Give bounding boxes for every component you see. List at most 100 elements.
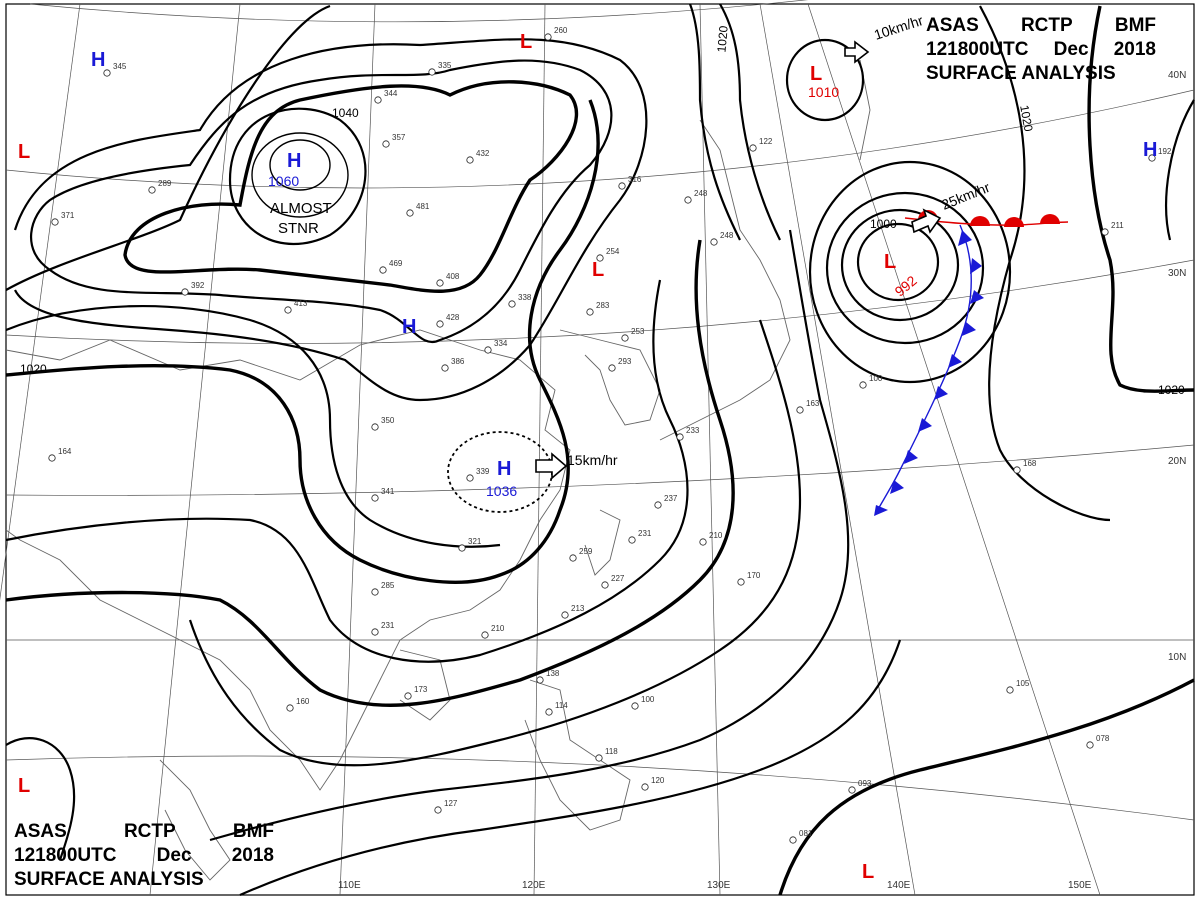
station-circle bbox=[1006, 686, 1014, 694]
station-circle bbox=[404, 692, 412, 700]
header-station: RCTP bbox=[1020, 15, 1073, 36]
station-pressure-value: 334 bbox=[494, 339, 508, 348]
station-pressure-value: 164 bbox=[58, 447, 72, 456]
station-circle bbox=[1101, 228, 1109, 236]
station-circle bbox=[596, 254, 604, 262]
station-pressure-value: 120 bbox=[651, 776, 665, 785]
header-year: 2018 bbox=[231, 845, 274, 866]
low-center-symbol: L bbox=[810, 63, 822, 85]
station-pressure-value: 285 bbox=[381, 581, 395, 590]
header-center: BMF bbox=[232, 821, 274, 842]
station-pressure-value: 210 bbox=[491, 624, 505, 633]
isobar-label-1020: 1020 bbox=[1017, 104, 1035, 133]
station-circle bbox=[628, 536, 636, 544]
isobar-labels: 1040 1020 1020 1020 1000 1020 bbox=[20, 25, 1185, 397]
station-pressure-value: 100 bbox=[641, 695, 655, 704]
header-region: ASAS bbox=[926, 15, 979, 36]
arrow-992 bbox=[911, 208, 942, 234]
station-pressure-value: 392 bbox=[191, 281, 205, 290]
station-pressure-value: 122 bbox=[759, 137, 773, 146]
station-circle bbox=[466, 156, 474, 164]
isobar-label-1020: 1020 bbox=[1158, 383, 1185, 397]
header-station: RCTP bbox=[123, 821, 176, 842]
station-circle bbox=[749, 144, 757, 152]
header-month: Dec bbox=[156, 845, 192, 866]
longitude-tick-labels: 110E 120E 130E 140E 150E bbox=[338, 880, 1092, 891]
stationary-label-line1: ALMOST bbox=[270, 200, 332, 217]
isobar-label-1020: 1020 bbox=[714, 25, 730, 53]
arrow-1036 bbox=[535, 452, 568, 480]
header-month: Dec bbox=[1053, 39, 1089, 60]
isobars bbox=[5, 3, 1195, 897]
station-pressure-value: 231 bbox=[638, 529, 652, 538]
header-line-2: 121800UTC Dec 2018 bbox=[14, 844, 274, 868]
isobar-label-1000: 1000 bbox=[870, 217, 897, 231]
meridians bbox=[0, 3, 1101, 896]
station-pressure-value: 114 bbox=[555, 701, 568, 710]
high-center-symbol: H bbox=[402, 316, 416, 338]
isobar-label-1040: 1040 bbox=[332, 106, 359, 120]
lat-label: 30N bbox=[1168, 268, 1186, 279]
station-pressure-value: 100 bbox=[869, 374, 883, 383]
station-circle bbox=[481, 631, 489, 639]
station-pressure-value: 413 bbox=[294, 299, 308, 308]
low-center-symbol: L bbox=[18, 775, 30, 797]
station-pressure-value: 253 bbox=[631, 327, 645, 336]
latitude-tick-labels: 40N 30N 20N 10N bbox=[1168, 70, 1186, 663]
header-region: ASAS bbox=[14, 821, 67, 842]
station-pressure-value: 213 bbox=[571, 604, 585, 613]
station-circle bbox=[601, 581, 609, 589]
header-year: 2018 bbox=[1113, 39, 1156, 60]
lon-label: 130E bbox=[707, 880, 731, 891]
station-pressure-value: 160 bbox=[296, 697, 310, 706]
high-center-value: 1060 bbox=[268, 173, 299, 189]
header-bottom-left: ASAS RCTP BMF 121800UTC Dec 2018 SURFACE… bbox=[14, 820, 274, 892]
station-circle bbox=[436, 279, 444, 287]
arrow-1010 bbox=[844, 40, 870, 64]
station-circle bbox=[608, 364, 616, 372]
station-pressure-value: 254 bbox=[606, 247, 620, 256]
header-time: 121800UTC bbox=[926, 39, 1029, 60]
station-pressure-value: 371 bbox=[61, 211, 75, 220]
low-center-symbol: L bbox=[18, 141, 30, 163]
station-pressure-value: 210 bbox=[709, 531, 723, 540]
header-time: 121800UTC bbox=[14, 845, 117, 866]
station-circle bbox=[428, 68, 436, 76]
high-center-symbol: H bbox=[91, 49, 105, 71]
high-center-symbol: H bbox=[1143, 139, 1157, 161]
high-center-symbol: H bbox=[287, 150, 301, 172]
station-circle bbox=[48, 454, 56, 462]
station-circle bbox=[536, 676, 544, 684]
high-center-value: 1036 bbox=[486, 483, 517, 499]
station-pressure-value: 078 bbox=[1096, 734, 1110, 743]
station-circle bbox=[103, 69, 111, 77]
station-circle bbox=[569, 554, 577, 562]
station-pressure-value: 248 bbox=[694, 189, 708, 198]
header-line-2: 121800UTC Dec 2018 bbox=[926, 38, 1156, 62]
station-pressure-value: 386 bbox=[451, 357, 465, 366]
low-center-symbol: L bbox=[862, 861, 874, 883]
station-circle bbox=[466, 474, 474, 482]
station-pressure-value: 081 bbox=[799, 829, 813, 838]
movement-speed: 15km/hr bbox=[567, 452, 618, 468]
header-title: SURFACE ANALYSIS bbox=[14, 869, 204, 890]
station-circle bbox=[595, 754, 603, 762]
station-circle bbox=[737, 578, 745, 586]
station-circle bbox=[379, 266, 387, 274]
header-line-1: ASAS RCTP BMF bbox=[14, 820, 274, 844]
station-pressure-value: 168 bbox=[1023, 459, 1037, 468]
low-center-symbol: L bbox=[884, 251, 896, 273]
station-pressure-value: 432 bbox=[476, 149, 490, 158]
station-pressure-value: 283 bbox=[596, 301, 610, 310]
station-circle bbox=[441, 364, 449, 372]
station-pressure-value: 408 bbox=[446, 272, 460, 281]
station-circle bbox=[586, 308, 594, 316]
station-circle bbox=[508, 300, 516, 308]
station-pressure-value: 233 bbox=[686, 426, 700, 435]
coastlines bbox=[5, 59, 871, 881]
station-circle bbox=[676, 433, 684, 441]
lon-label: 140E bbox=[887, 880, 911, 891]
station-circle bbox=[284, 306, 292, 314]
station-circle bbox=[710, 238, 718, 246]
low-center-symbol: L bbox=[592, 259, 604, 281]
